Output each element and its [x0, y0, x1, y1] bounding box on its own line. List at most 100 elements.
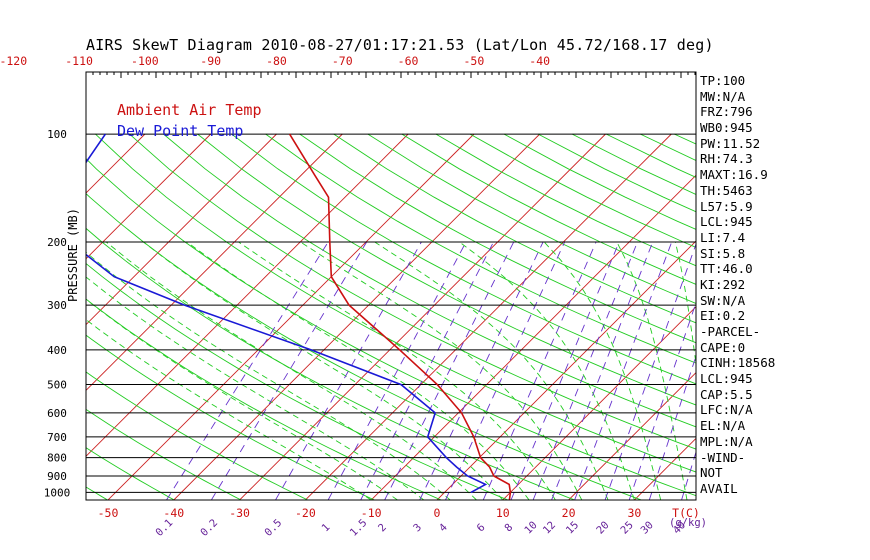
dry-adiabat-line: [129, 133, 696, 450]
mixing-ratio-line: [327, 241, 467, 500]
stats-item: RH:74.3: [700, 151, 753, 167]
stats-item: LCL:945: [700, 371, 753, 387]
bottom-temp-tick-label: -10: [361, 506, 382, 520]
mixing-ratio-line: [532, 241, 638, 500]
bottom-temp-tick-label: -40: [163, 506, 184, 520]
dry-adiabat-line: [299, 133, 696, 344]
dry-adiabat-line: [401, 133, 696, 285]
dry-adiabat-line: [95, 133, 696, 473]
isotherm-line: [370, 174, 696, 500]
top-temp-tick-label: -40: [529, 54, 550, 68]
pressure-tick-label: 1000: [44, 486, 71, 499]
top-temp-tick-label: -90: [200, 54, 221, 68]
dry-adiabat-line: [86, 298, 442, 500]
chart-title: AIRS SkewT Diagram 2010-08-27/01:17:21.5…: [86, 36, 714, 54]
mixing-ratio-tick-label: 12: [541, 519, 558, 536]
chart-data-lines: [86, 133, 512, 500]
stats-item: CAP:5.5: [700, 386, 753, 402]
mixing-ratio-line: [275, 241, 422, 500]
isotherm-line: [568, 371, 696, 500]
isotherm-line: [305, 133, 672, 500]
mixing-ratio-tick-label: 20: [594, 519, 611, 536]
bottom-temp-tick-label: 30: [627, 506, 641, 520]
mixing-ratio-tick-label: 0.1: [153, 517, 175, 539]
top-temp-tick-label: -100: [131, 54, 159, 68]
dry-adiabat-line: [163, 133, 696, 428]
stats-item: -WIND-: [700, 449, 746, 465]
dry-adiabat-line: [86, 263, 509, 500]
stats-item: L57:5.9: [700, 198, 753, 214]
moist-adiabat-line: [238, 241, 556, 500]
pressure-tick-label: 800: [47, 452, 67, 465]
dry-adiabat-line: [231, 133, 696, 385]
bottom-temp-tick-label: -20: [295, 506, 316, 520]
pressure-tick-label: 200: [47, 236, 67, 249]
stats-item: MPL:N/A: [700, 433, 753, 449]
pressure-tick-label: 400: [47, 344, 67, 357]
dry-adiabat-line: [86, 447, 175, 500]
moist-adiabat-line: [86, 276, 425, 500]
bottom-temp-tick-label: 0: [434, 506, 441, 520]
mixing-ratio-line: [681, 450, 696, 500]
dry-adiabat-line: [86, 371, 308, 500]
mixing-ratio-tick-label: 2: [376, 521, 389, 534]
isotherm-line: [107, 133, 475, 500]
top-temp-tick-label: -110: [65, 54, 93, 68]
pressure-tick-label: 700: [47, 431, 67, 444]
stats-item: LI:7.4: [700, 229, 746, 245]
isotherm-line: [86, 133, 211, 260]
stats-item: EI:0.2: [700, 308, 746, 324]
stats-item: NOT: [700, 465, 723, 481]
stats-item: LCL:945: [700, 214, 753, 230]
stats-item: MAXT:16.9: [700, 167, 768, 183]
stats-item: AVAIL: [700, 480, 738, 496]
moist-adiabat-line: [374, 241, 609, 500]
pressure-tick-label: 100: [47, 128, 67, 141]
stats-item: CINH:18568: [700, 355, 776, 371]
mixing-ratio-line: [574, 241, 673, 500]
isotherm-line: [0, 134, 79, 500]
legend-dewpoint: Dew Point Temp: [117, 122, 244, 140]
mixing-ratio-line: [604, 242, 696, 500]
stats-panel: TP:100 MW:N/A FRZ:796 WB0:945 PW:11.52 RH:74.…: [700, 73, 870, 497]
isotherm-line: [86, 133, 277, 326]
pressure-tick-label: 300: [47, 299, 67, 312]
mixing-ratio-tick-label: 6: [475, 521, 488, 534]
top-temp-tick-label: -60: [398, 54, 419, 68]
mixing-ratio-tick-label: 15: [564, 519, 581, 536]
mixing-ratio-tick-label: 4: [437, 521, 450, 534]
stats-item: EL:N/A: [700, 418, 746, 434]
moist-adiabat-line: [616, 241, 688, 500]
dewpoint-profile-line: [86, 133, 488, 494]
mixing-ratio-line: [384, 241, 515, 500]
mixing-ratio-line: [210, 241, 368, 500]
dry-adiabat-line: [86, 486, 108, 500]
moist-adiabat-line: [300, 241, 583, 500]
mixing-ratio-line: [445, 241, 566, 500]
temperature-profile-line: [288, 133, 512, 500]
stats-item: KI:292: [700, 276, 746, 292]
dry-adiabat-line: [367, 133, 696, 304]
stats-item: CAPE:0: [700, 339, 746, 355]
isotherm-line: [436, 240, 696, 500]
pressure-tick-label: 600: [47, 407, 67, 420]
stats-item: TT:46.0: [700, 261, 753, 277]
stats-item: MW:N/A: [700, 88, 746, 104]
pressure-tick-label: 500: [47, 379, 67, 392]
bottom-temp-tick-label: 20: [562, 506, 576, 520]
dry-adiabat-line: [197, 133, 696, 406]
top-temp-tick-label: -80: [266, 54, 287, 68]
mixing-ratio-tick-label: 1.5: [348, 517, 370, 539]
dry-adiabat-line: [86, 334, 375, 500]
mixing-ratio-line: [551, 241, 654, 500]
isotherm-line: [502, 306, 696, 500]
mixing-ratio-tick-label: 25: [618, 519, 635, 536]
dry-adiabat-line: [86, 408, 242, 500]
bottom-temp-tick-label: -50: [98, 506, 119, 520]
stats-item: SW:N/A: [700, 292, 746, 308]
plot-frame: [85, 71, 697, 501]
moist-adiabat-line: [105, 241, 477, 500]
dry-adiabat-line: [86, 192, 642, 500]
stats-item: TH:5463: [700, 182, 753, 198]
